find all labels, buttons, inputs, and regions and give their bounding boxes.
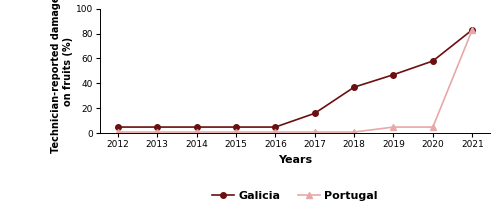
Portugal	[194, 131, 200, 133]
Portugal	[390, 126, 396, 128]
Galicia	[194, 126, 200, 128]
Portugal	[312, 131, 318, 133]
Portugal	[470, 29, 476, 31]
Portugal	[351, 131, 357, 133]
Galicia	[233, 126, 239, 128]
X-axis label: Years: Years	[278, 155, 312, 165]
Portugal	[272, 131, 278, 133]
Portugal	[430, 126, 436, 128]
Line: Galicia: Galicia	[115, 27, 475, 130]
Galicia	[154, 126, 160, 128]
Portugal	[114, 131, 120, 133]
Galicia	[272, 126, 278, 128]
Y-axis label: Technician-reported damages
on fruits (%): Technician-reported damages on fruits (%…	[52, 0, 73, 153]
Galicia	[390, 73, 396, 76]
Galicia	[351, 86, 357, 88]
Galicia	[470, 29, 476, 31]
Portugal	[154, 131, 160, 133]
Galicia	[312, 112, 318, 115]
Portugal	[233, 131, 239, 133]
Line: Portugal: Portugal	[115, 27, 475, 135]
Galicia	[430, 60, 436, 62]
Galicia	[114, 126, 120, 128]
Legend: Galicia, Portugal: Galicia, Portugal	[208, 186, 382, 205]
